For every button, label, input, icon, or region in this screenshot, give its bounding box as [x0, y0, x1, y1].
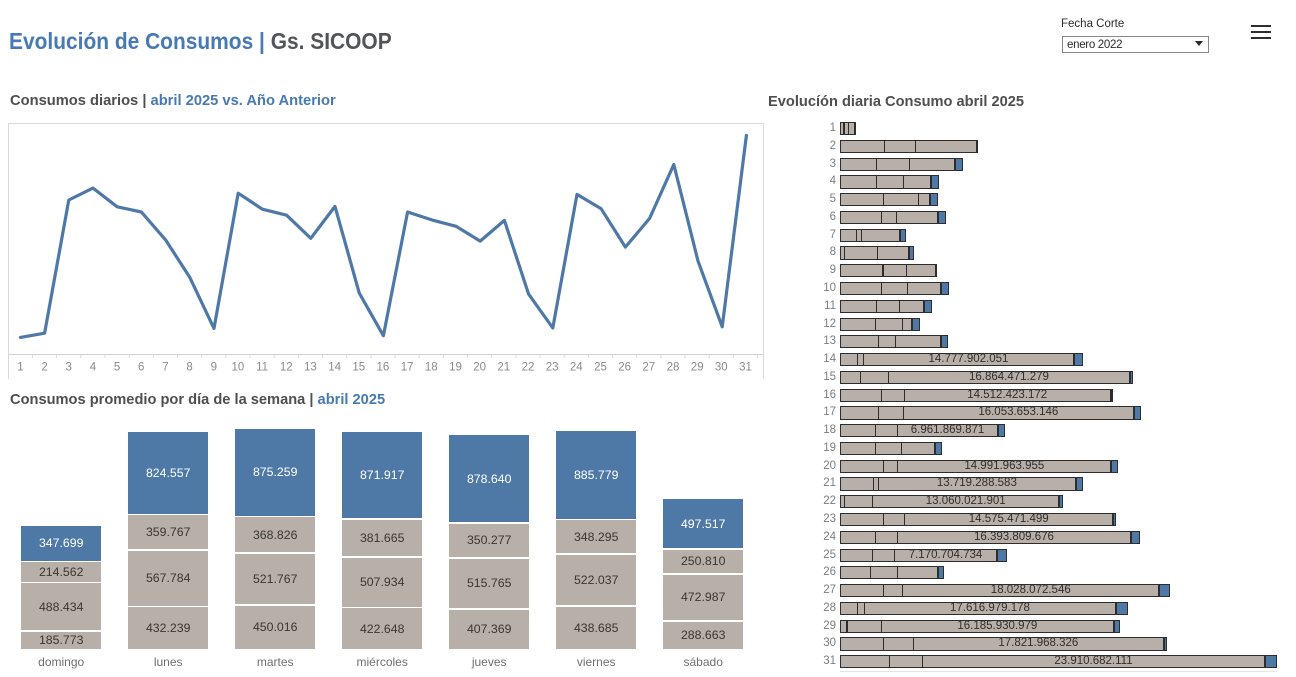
svg-text:13: 13 — [304, 361, 317, 373]
svg-text:22: 22 — [522, 361, 535, 373]
svg-text:21: 21 — [497, 361, 510, 373]
svg-text:12: 12 — [280, 361, 293, 373]
svg-text:17: 17 — [401, 361, 414, 373]
svg-text:1: 1 — [17, 361, 23, 373]
svg-text:2: 2 — [41, 361, 47, 373]
svg-text:15: 15 — [352, 361, 365, 373]
svg-text:29: 29 — [691, 361, 704, 373]
svg-text:19: 19 — [449, 361, 462, 373]
svg-text:7: 7 — [162, 361, 168, 373]
svg-text:6: 6 — [138, 361, 144, 373]
svg-text:9: 9 — [211, 361, 217, 373]
svg-text:18: 18 — [425, 361, 438, 373]
svg-text:24: 24 — [570, 361, 583, 373]
svg-text:5: 5 — [114, 361, 120, 373]
svg-text:27: 27 — [642, 361, 655, 373]
svg-text:3: 3 — [65, 361, 71, 373]
svg-text:8: 8 — [186, 361, 192, 373]
svg-text:28: 28 — [667, 361, 680, 373]
svg-text:16: 16 — [377, 361, 390, 373]
svg-text:25: 25 — [594, 361, 607, 373]
svg-text:26: 26 — [618, 361, 631, 373]
svg-text:31: 31 — [739, 361, 752, 373]
svg-text:10: 10 — [232, 361, 245, 373]
svg-text:14: 14 — [328, 361, 341, 373]
svg-text:11: 11 — [256, 361, 268, 373]
svg-text:4: 4 — [90, 361, 97, 373]
svg-text:20: 20 — [473, 361, 486, 373]
svg-text:23: 23 — [546, 361, 559, 373]
svg-text:30: 30 — [715, 361, 728, 373]
